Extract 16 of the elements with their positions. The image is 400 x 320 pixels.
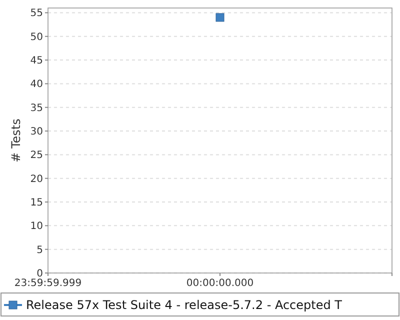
legend-label: Release 57x Test Suite 4 - release-5.7.2 - Accepted T	[26, 298, 343, 312]
y-tick-label: 50	[30, 32, 43, 43]
y-tick-label: 10	[30, 221, 43, 232]
y-tick-label: 40	[30, 79, 43, 90]
y-tick-label: 25	[30, 150, 43, 162]
y-tick-label: 0	[36, 268, 43, 280]
y-tick-label: 20	[30, 174, 43, 185]
y-tick-label: 55	[30, 8, 43, 20]
y-tick-label: 45	[30, 56, 43, 67]
y-tick-label: 5	[36, 244, 43, 256]
y-tick-label: 30	[30, 126, 43, 138]
x-tick-label: 00:00:00.000	[186, 278, 254, 289]
y-axis-title: # Tests	[9, 118, 23, 162]
x-tick-label: 23:59:59.999	[14, 278, 82, 289]
y-tick-label: 15	[30, 198, 43, 209]
y-tick-label: 35	[30, 102, 43, 114]
